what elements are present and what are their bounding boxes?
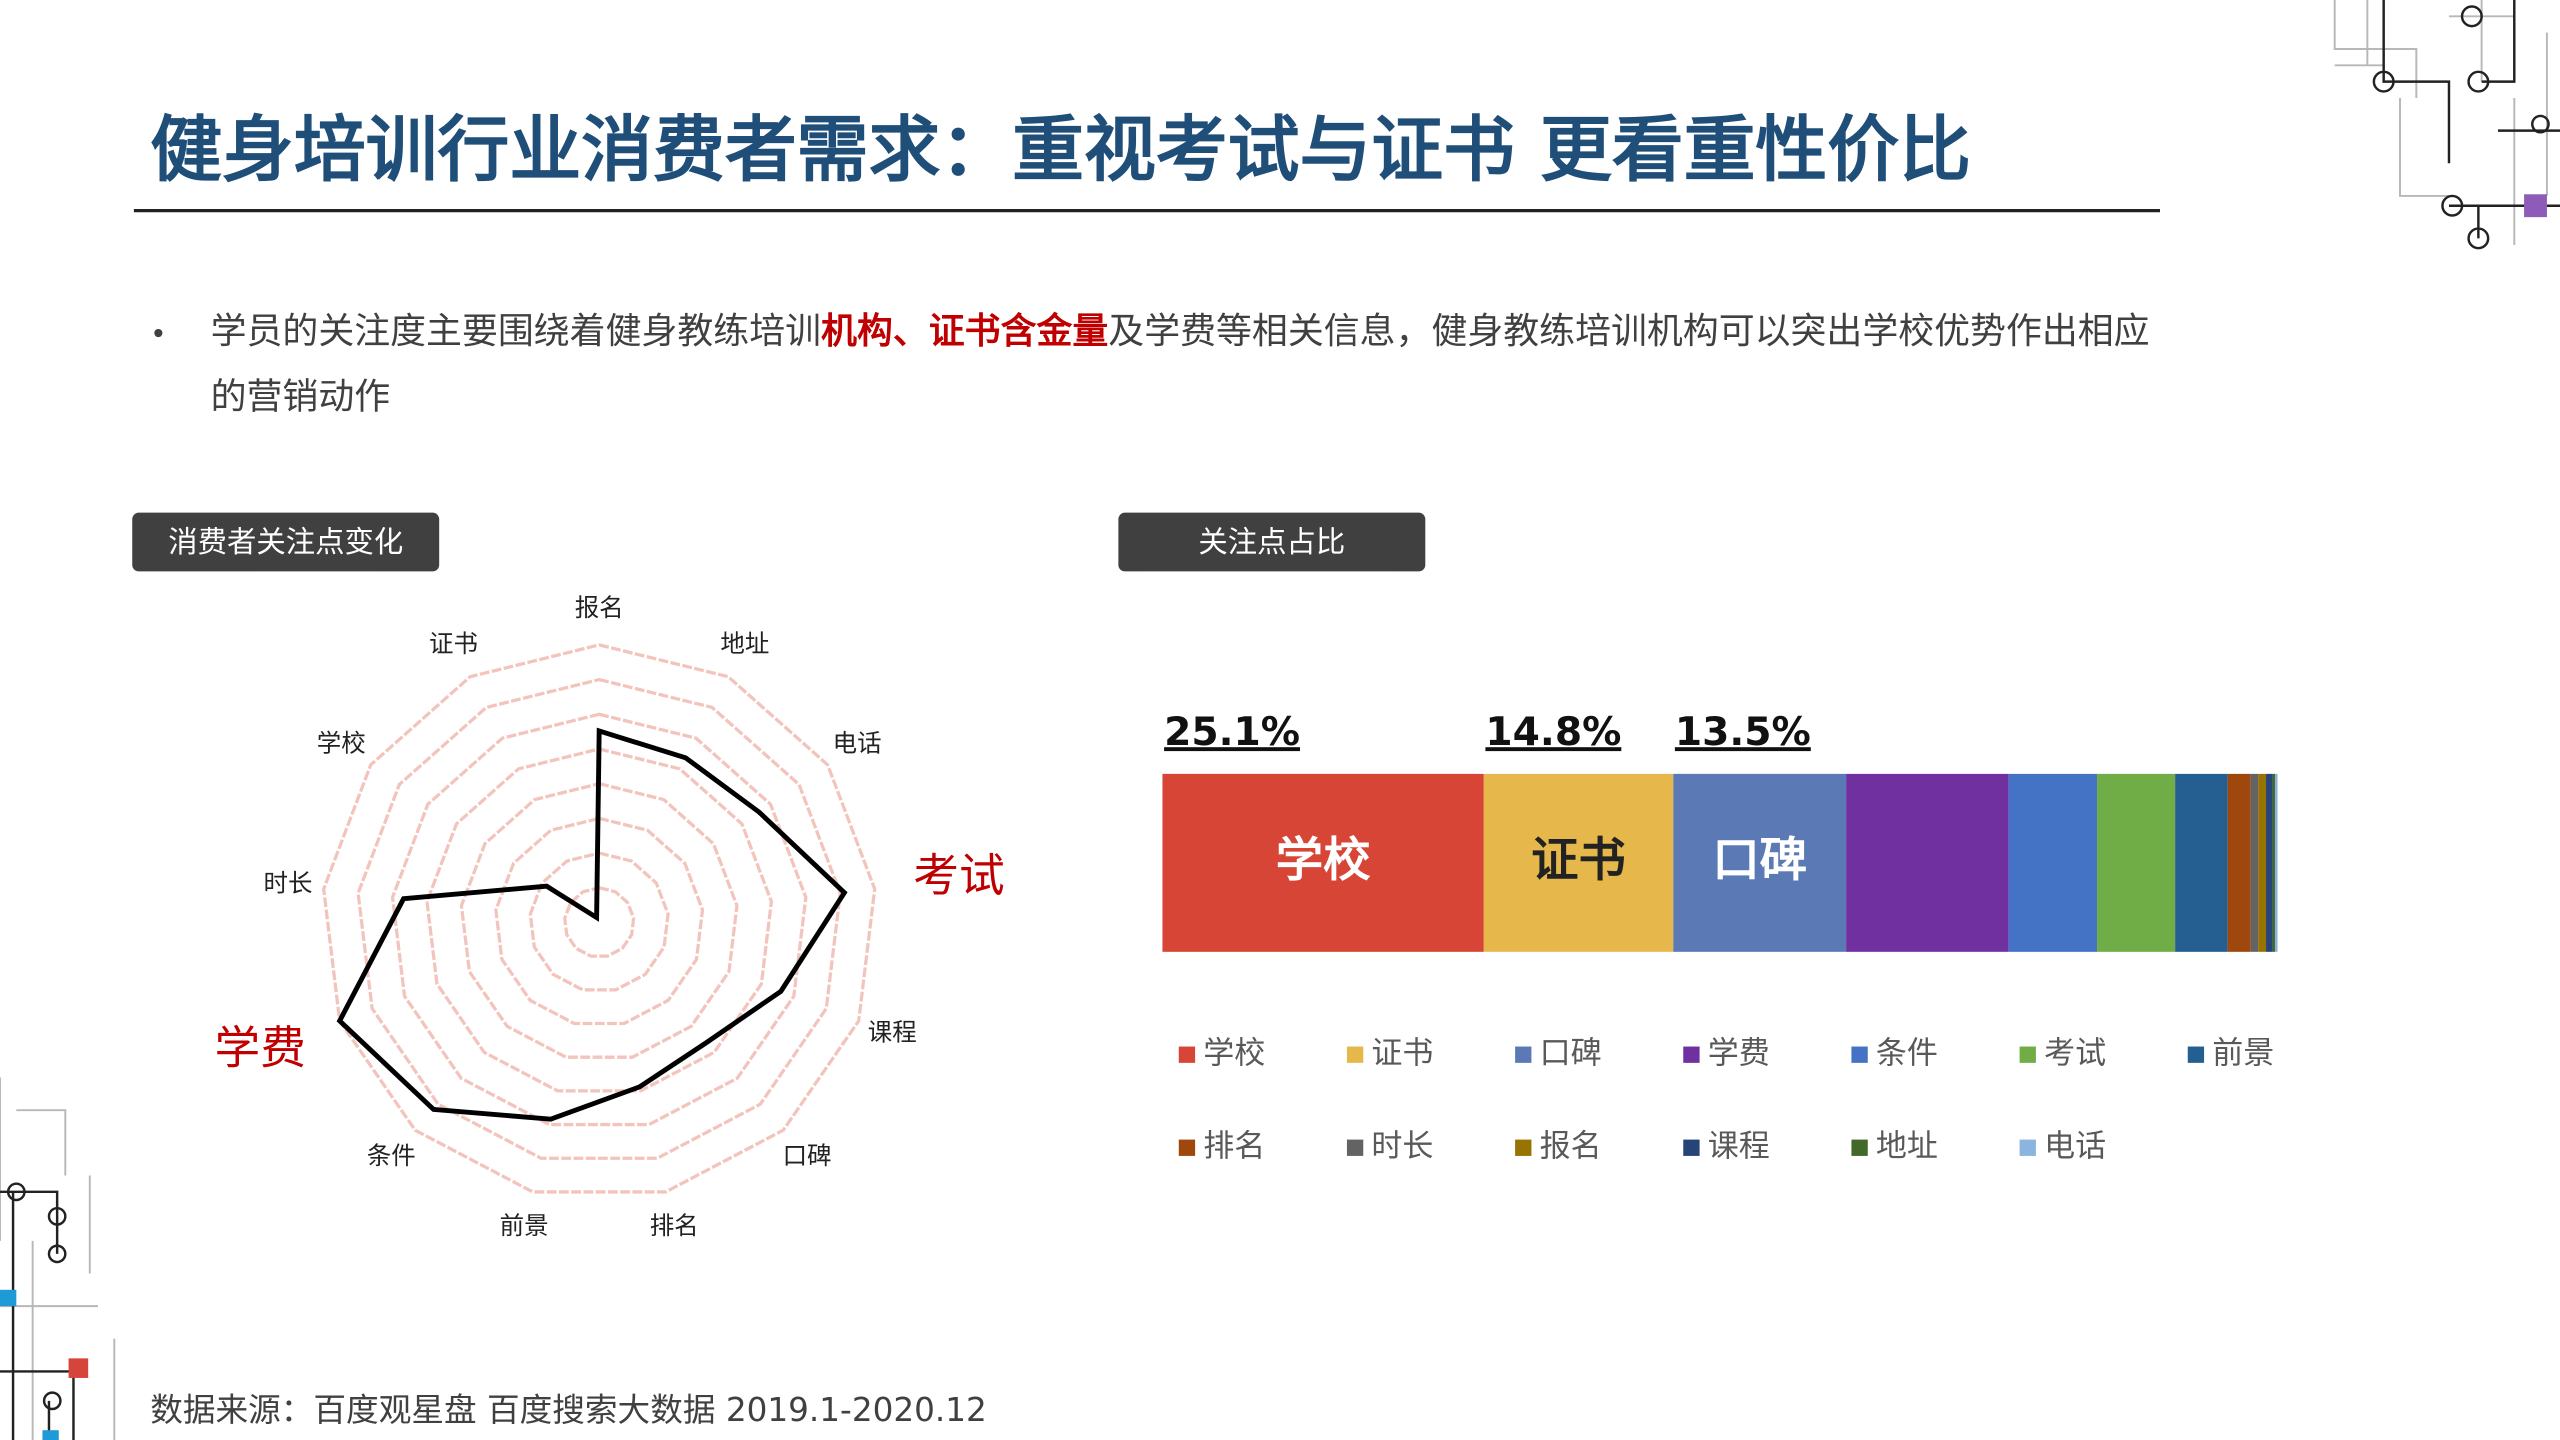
legend-swatch bbox=[1851, 1046, 1868, 1063]
legend-swatch bbox=[2019, 1046, 2036, 1063]
bar-segment bbox=[2266, 773, 2273, 952]
legend-label: 学费 bbox=[1708, 1036, 1770, 1072]
axis-label: 考试 bbox=[913, 849, 1004, 902]
legend-swatch bbox=[1178, 1046, 1196, 1063]
segment-label: 证书 bbox=[1531, 833, 1626, 888]
axis-label: 电话 bbox=[833, 728, 882, 757]
legend-label: 课程 bbox=[1708, 1129, 1770, 1165]
chart-title: 关注点占比 bbox=[1198, 525, 1345, 559]
radar-ring bbox=[459, 781, 739, 1059]
bar-segment bbox=[2258, 773, 2267, 952]
legend-label: 证书 bbox=[1371, 1036, 1433, 1072]
value-label: 14.8% bbox=[1485, 710, 1621, 755]
radar-ring bbox=[390, 712, 808, 1127]
radar-ring bbox=[425, 747, 774, 1093]
axis-label: 时长 bbox=[264, 869, 313, 898]
source: 数据来源：百度观星盘 百度搜索大数据 2019.1-2020.12 bbox=[150, 1391, 987, 1429]
bullet-part: 学员的关注度主要围绕着健身教练培训 bbox=[211, 311, 821, 352]
chart-title: 消费者关注点变化 bbox=[168, 525, 403, 559]
legend-swatch bbox=[1515, 1046, 1532, 1063]
legend-swatch bbox=[1683, 1139, 1700, 1156]
legend-swatch bbox=[1178, 1139, 1196, 1156]
bar-segment bbox=[1846, 773, 2009, 952]
legend-swatch bbox=[1346, 1139, 1364, 1156]
radar-ring bbox=[321, 643, 877, 1194]
bar-segment bbox=[2274, 773, 2278, 952]
axis-label: 条件 bbox=[367, 1141, 416, 1170]
axis-label: 课程 bbox=[868, 1018, 917, 1047]
bullet-emphasis: 机构、证书含金量 bbox=[821, 310, 1108, 352]
bar-segment bbox=[2097, 773, 2176, 952]
legend-label: 报名 bbox=[1540, 1129, 1602, 1165]
bar-segment bbox=[1483, 773, 1674, 952]
legend-swatch bbox=[1683, 1046, 1700, 1063]
legend-label: 条件 bbox=[1876, 1036, 1938, 1072]
legend-label: 地址 bbox=[1876, 1129, 1938, 1165]
axis-label: 学费 bbox=[215, 1021, 306, 1074]
radar-ring bbox=[494, 816, 705, 1026]
legend-label: 时长 bbox=[1371, 1129, 1433, 1165]
legend-label: 排名 bbox=[1203, 1129, 1265, 1165]
value-label: 25.1% bbox=[1164, 710, 1300, 755]
axis-label: 证书 bbox=[429, 629, 478, 658]
legend-swatch bbox=[2019, 1139, 2036, 1156]
axis-label: 口碑 bbox=[783, 1141, 832, 1170]
legend-label: 学校 bbox=[1203, 1036, 1265, 1072]
legend-label: 考试 bbox=[2044, 1036, 2106, 1072]
legend-swatch bbox=[1851, 1139, 1868, 1156]
bar-segment bbox=[2175, 773, 2228, 952]
radar-line bbox=[336, 727, 848, 1122]
segment-label: 学校 bbox=[1276, 833, 1371, 888]
radar-ring bbox=[563, 886, 636, 958]
axis-label: 学校 bbox=[317, 728, 366, 757]
section-tag bbox=[1118, 512, 1426, 572]
bar-segment bbox=[2008, 773, 2098, 952]
section-tag bbox=[132, 512, 440, 572]
bullet-part: 及学费等相关信息，健身教练培训机构可以突出学校优势作出相应 bbox=[1108, 311, 2149, 352]
bar-segment bbox=[2250, 773, 2259, 952]
axis-label: 前景 bbox=[500, 1211, 549, 1240]
bar-segment bbox=[1162, 773, 1484, 952]
bar-segment bbox=[1673, 773, 1847, 952]
title: 健身培训行业消费者需求：重视考试与证书 更看重性价比 bbox=[150, 108, 1971, 192]
axis-label: 报名 bbox=[575, 593, 624, 622]
legend-label: 电话 bbox=[2044, 1129, 2106, 1165]
bar-segment bbox=[2227, 773, 2251, 952]
bullet-text: 学员的关注度主要围绕着健身教练培训机构、证书含金量及学费等相关信息，健身教练培训… bbox=[211, 310, 2150, 352]
radar-ring bbox=[356, 677, 842, 1160]
legend-label: 口碑 bbox=[1540, 1036, 1602, 1072]
bullet-text: 的营销动作 bbox=[211, 376, 391, 417]
legend-swatch bbox=[1346, 1046, 1364, 1063]
legend-label: 前景 bbox=[2212, 1036, 2274, 1072]
bullet-dot bbox=[154, 328, 163, 338]
axis-label: 地址 bbox=[720, 629, 769, 658]
segment-label: 口碑 bbox=[1712, 833, 1807, 888]
value-label: 13.5% bbox=[1675, 710, 1811, 755]
legend-swatch bbox=[2187, 1046, 2205, 1063]
legend-swatch bbox=[1515, 1139, 1532, 1156]
axis-label: 排名 bbox=[650, 1211, 699, 1240]
bar-segment bbox=[2272, 773, 2275, 952]
